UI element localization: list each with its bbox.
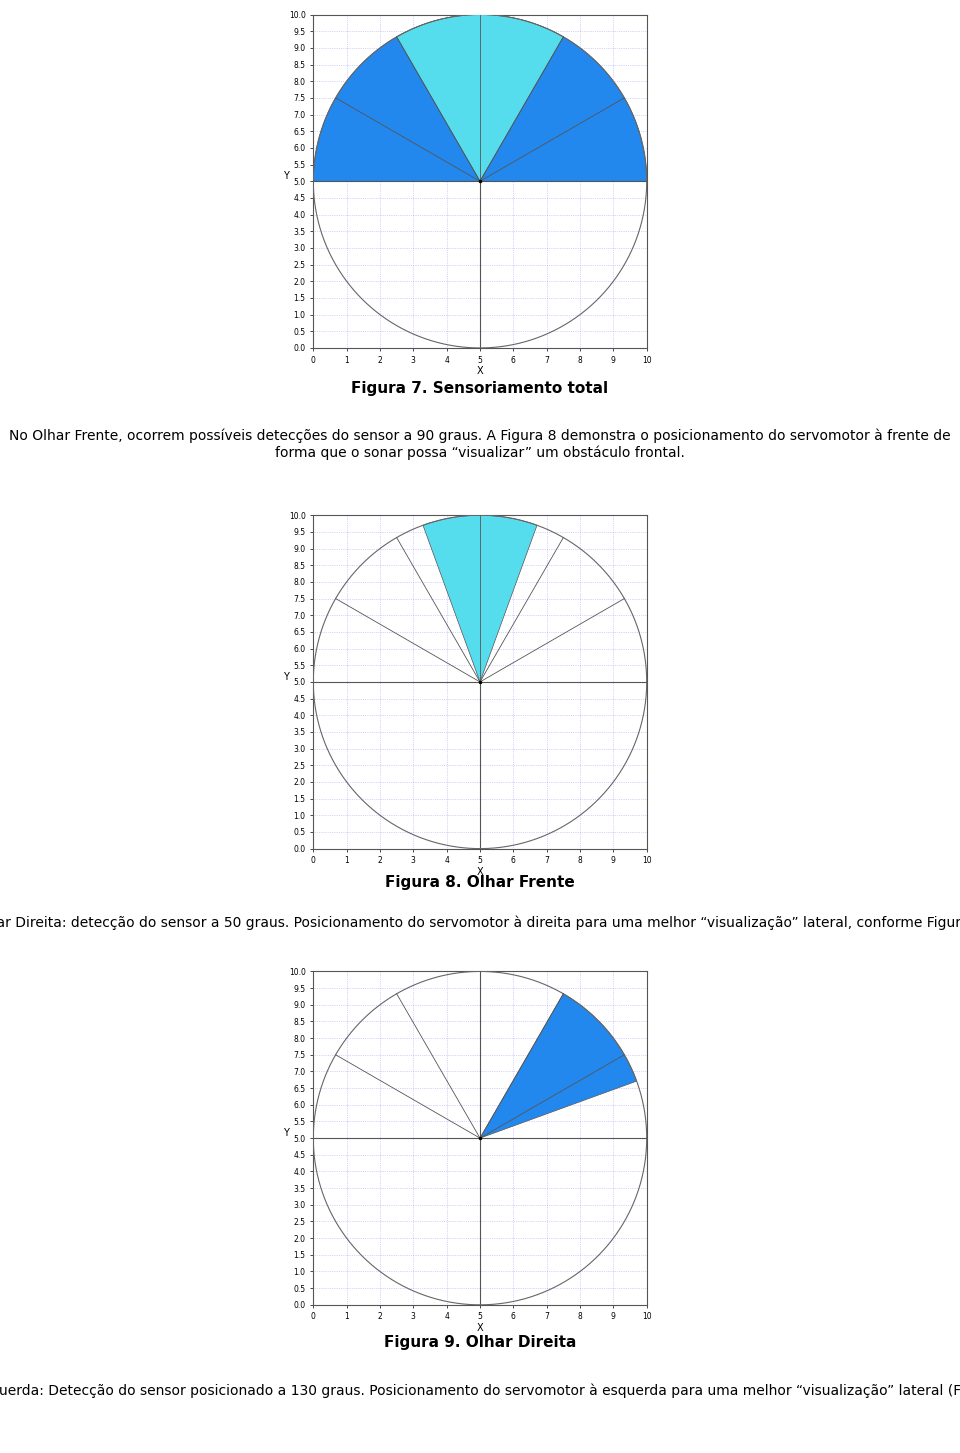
Text: Olhar Direita: detecção do sensor a 50 graus. Posicionamento do servomotor à dir: Olhar Direita: detecção do sensor a 50 g…	[0, 915, 960, 930]
Text: Figura 8. Olhar Frente: Figura 8. Olhar Frente	[385, 875, 575, 891]
Text: Figura 7. Sensoriamento total: Figura 7. Sensoriamento total	[351, 381, 609, 397]
Text: Figura 9. Olhar Direita: Figura 9. Olhar Direita	[384, 1334, 576, 1350]
Y-axis label: Y: Y	[283, 171, 289, 182]
Wedge shape	[396, 15, 564, 182]
Text: Olhar Esquerda: Detecção do sensor posicionado a 130 graus. Posicionamento do se: Olhar Esquerda: Detecção do sensor posic…	[0, 1383, 960, 1398]
Y-axis label: Y: Y	[283, 1128, 289, 1138]
Wedge shape	[480, 994, 636, 1138]
X-axis label: X: X	[477, 366, 483, 376]
Wedge shape	[313, 15, 647, 182]
X-axis label: X: X	[477, 1322, 483, 1332]
Y-axis label: Y: Y	[283, 671, 289, 681]
X-axis label: X: X	[477, 866, 483, 876]
Wedge shape	[423, 516, 537, 681]
Text: No Olhar Frente, ocorrem possíveis detecções do sensor a 90 graus. A Figura 8 de: No Olhar Frente, ocorrem possíveis detec…	[10, 429, 950, 461]
